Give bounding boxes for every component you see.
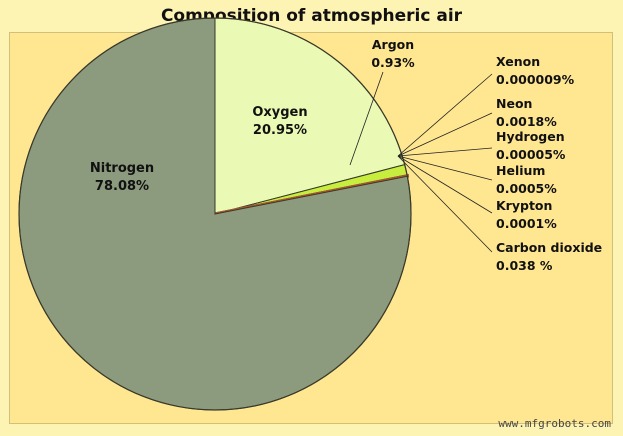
leader-line-helium <box>397 155 493 181</box>
slice-label-oxygen: Oxygen 20.95% <box>252 105 307 138</box>
slice-label-nitrogen: Nitrogen 78.08% <box>90 161 154 194</box>
slice-label-hydrogen: Hydrogen 0.00005% <box>496 129 566 162</box>
slice-label-helium: Helium 0.0005% <box>496 163 557 196</box>
leader-line-neon <box>397 112 493 157</box>
watermark: www.mfgrobots.com <box>498 417 611 430</box>
leader-line-krypton <box>397 155 493 214</box>
slice-label-neon: Neon 0.0018% <box>496 96 557 129</box>
leader-line-xenon <box>397 73 493 157</box>
slice-label-carbon-dioxide: Carbon dioxide 0.038 % <box>496 240 602 273</box>
pie-outline <box>18 17 412 411</box>
leader-line-argon <box>349 71 384 166</box>
leader-line-hydrogen <box>397 147 493 157</box>
slice-label-xenon: Xenon 0.000009% <box>496 54 575 87</box>
slice-label-argon: Argon 0.93% <box>371 37 415 70</box>
slice-label-krypton: Krypton 0.0001% <box>496 198 557 231</box>
leader-line-carbon-dioxide <box>397 155 493 253</box>
